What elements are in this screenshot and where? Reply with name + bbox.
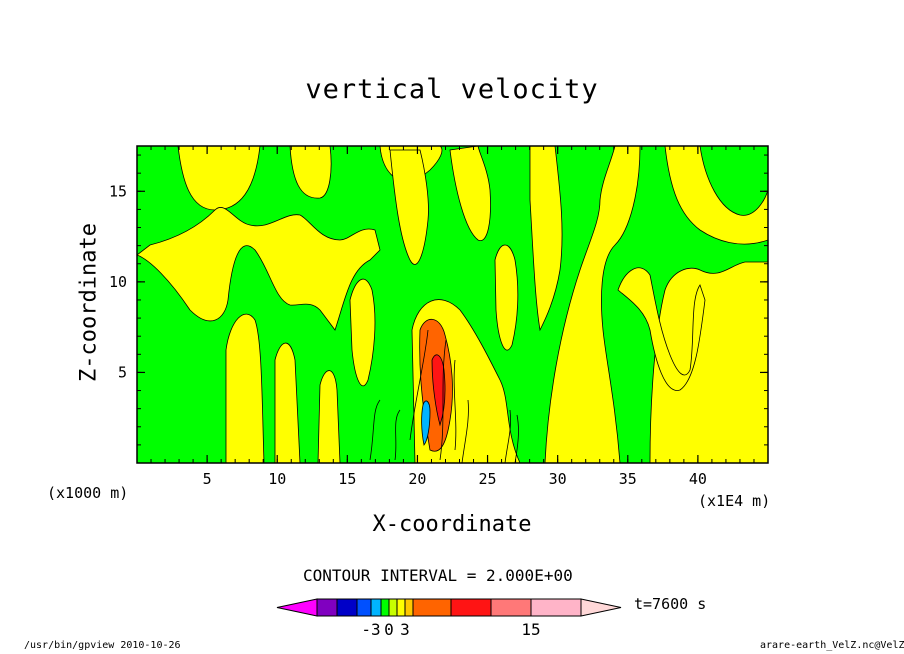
y-tick-label: 5 [118, 363, 127, 381]
contour-region [349, 278, 376, 387]
colorbar-max-arrow [580, 598, 622, 617]
time-label: t=7600 s [634, 595, 707, 613]
x-axis-label: X-coordinate [372, 512, 532, 537]
colorbar-segment [450, 598, 492, 617]
colorbar-segment [370, 598, 382, 617]
contour-region [449, 146, 491, 241]
x-tick-label: 10 [268, 470, 286, 488]
contour-region [225, 313, 265, 463]
colorbar-segment [490, 598, 532, 617]
colorbar-segment [530, 598, 582, 617]
contour-region [649, 261, 768, 463]
footer-right: arare-earth_VelZ.nc@VelZ [760, 640, 904, 651]
contour-lines [369, 329, 519, 463]
contour-region [494, 244, 519, 351]
x-unit-right: (x1E4 m) [698, 492, 771, 510]
x-tick-label: 40 [689, 470, 707, 488]
downdraft-core [421, 400, 431, 446]
footer-left: /usr/bin/gpview 2010-10-26 [24, 640, 181, 651]
strong-updraft-core [431, 354, 446, 427]
colorbar: -3 0 3 15 [276, 598, 622, 639]
x-tick-label: 5 [203, 470, 212, 488]
contour-region [389, 149, 429, 265]
x-tick-label: 20 [408, 470, 426, 488]
contour-region [529, 146, 563, 332]
colorbar-segment [336, 598, 358, 617]
colorbar-label: 15 [521, 620, 540, 639]
contour-field [137, 146, 768, 463]
colorbar-segment [404, 598, 414, 617]
contour-interval-label: CONTOUR INTERVAL = 2.000E+00 [303, 566, 573, 585]
plot-frame [136, 145, 769, 464]
colorbar-min-arrow [276, 598, 318, 617]
colorbar-segment [356, 598, 372, 617]
contour-region [617, 267, 706, 391]
colorbar-segment [412, 598, 452, 617]
chart-title: vertical velocity [305, 74, 599, 105]
colorbar-segment [316, 598, 338, 617]
contour-region [317, 370, 341, 463]
colorbar-segment [388, 598, 398, 617]
y-tick-label: 10 [109, 273, 127, 291]
colorbar-segment [380, 598, 390, 617]
x-unit-left: (x1000 m) [47, 484, 129, 502]
axis-ticks: 5 10 15 20 25 30 35 40 5 10 15 [109, 146, 768, 488]
y-tick-label: 15 [109, 182, 127, 200]
contour-region [137, 207, 381, 331]
x-tick-label: 25 [479, 470, 497, 488]
x-tick-label: 15 [338, 470, 356, 488]
x-tick-label: 35 [619, 470, 637, 488]
contour-region [274, 342, 301, 463]
contour-region [664, 146, 768, 245]
colorbar-label: -3 [361, 620, 380, 639]
colorbar-label: 3 [400, 620, 410, 639]
colorbar-segment [396, 598, 406, 617]
colorbar-label: 0 [384, 620, 394, 639]
x-tick-label: 30 [549, 470, 567, 488]
